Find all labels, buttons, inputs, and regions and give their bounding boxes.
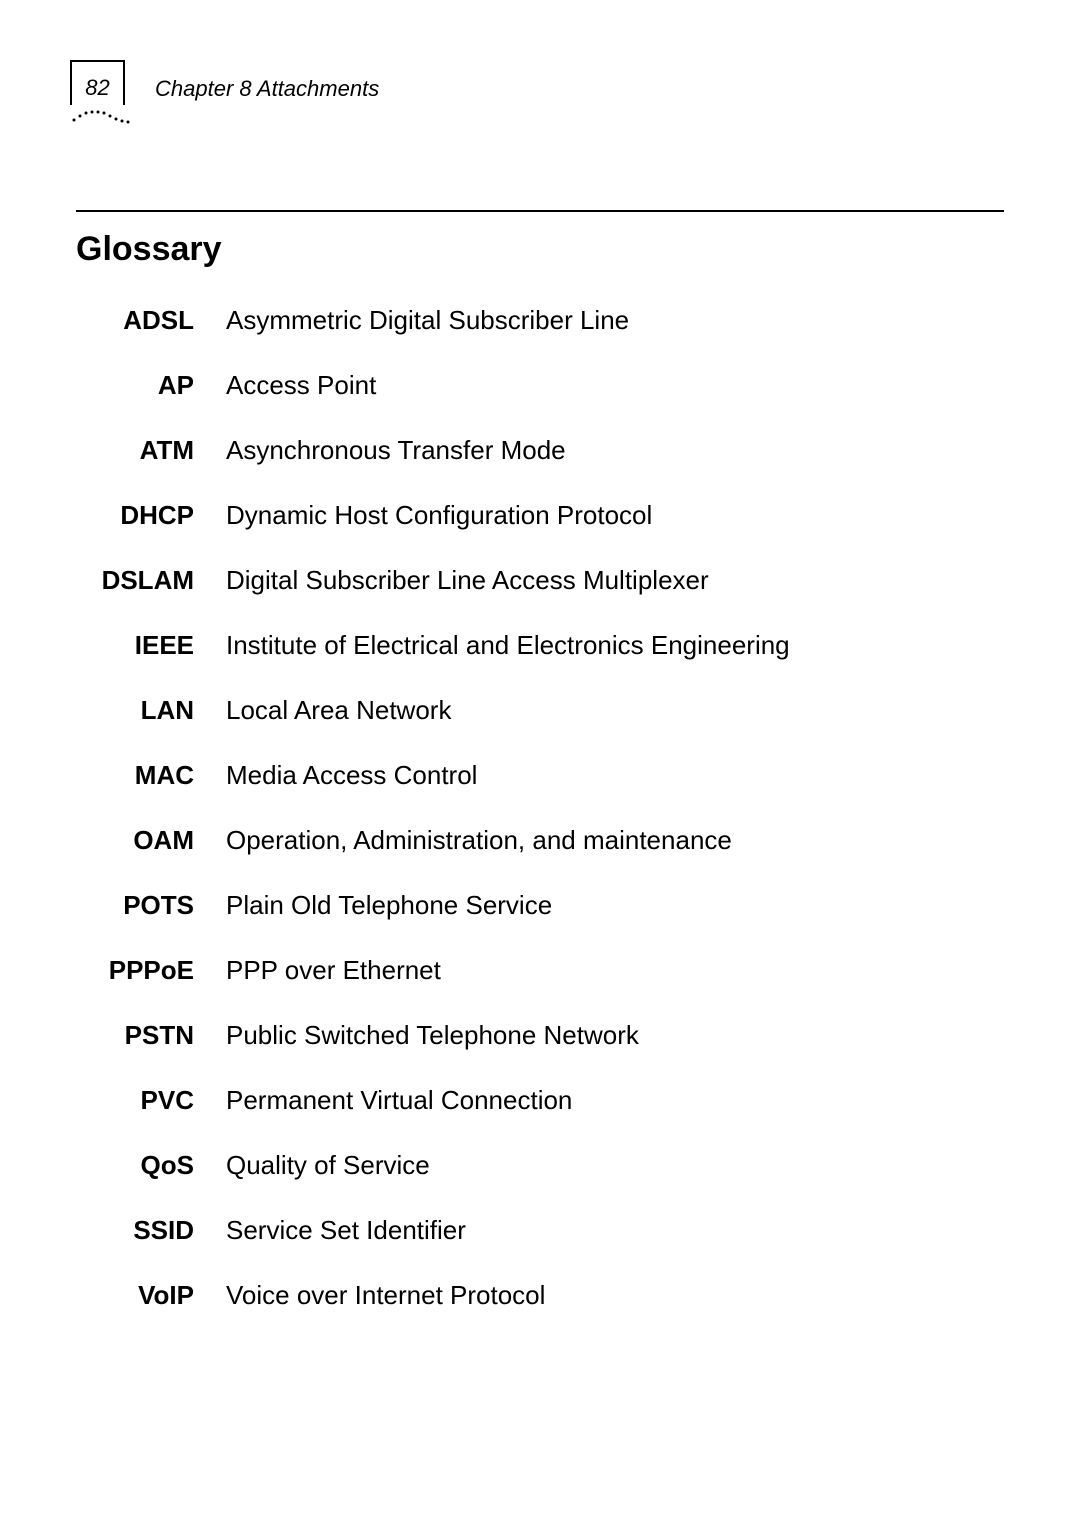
glossary-row: OAM Operation, Administration, and maint… [76, 825, 1010, 856]
glossary-definition: Asymmetric Digital Subscriber Line [226, 305, 1010, 336]
glossary-definition: Institute of Electrical and Electronics … [226, 630, 1010, 661]
glossary-term: MAC [76, 760, 226, 791]
section-divider [76, 210, 1004, 212]
glossary-row: AP Access Point [76, 370, 1010, 401]
glossary-term: PPPoE [76, 955, 226, 986]
glossary-row: IEEE Institute of Electrical and Electro… [76, 630, 1010, 661]
glossary-definition: Public Switched Telephone Network [226, 1020, 1010, 1051]
glossary-definition: Service Set Identifier [226, 1215, 1010, 1246]
glossary-term: SSID [76, 1215, 226, 1246]
glossary-row: PSTN Public Switched Telephone Network [76, 1020, 1010, 1051]
glossary-term: PVC [76, 1085, 226, 1116]
glossary-definition: Digital Subscriber Line Access Multiplex… [226, 565, 1010, 596]
glossary-definition: Access Point [226, 370, 1010, 401]
glossary-row: POTS Plain Old Telephone Service [76, 890, 1010, 921]
glossary-definition: Asynchronous Transfer Mode [226, 435, 1010, 466]
glossary-term: IEEE [76, 630, 226, 661]
glossary-term: ATM [76, 435, 226, 466]
glossary-row: VoIP Voice over Internet Protocol [76, 1280, 1010, 1311]
page-header: 82 Chapter 8 Attachments [70, 60, 1010, 170]
glossary-definition: Voice over Internet Protocol [226, 1280, 1010, 1311]
glossary-term: VoIP [76, 1280, 226, 1311]
glossary-term: QoS [76, 1150, 226, 1181]
glossary-row: MAC Media Access Control [76, 760, 1010, 791]
glossary-term: OAM [76, 825, 226, 856]
glossary-term: DSLAM [76, 565, 226, 596]
dots-decoration-icon [70, 104, 132, 131]
page-number: 82 [85, 75, 109, 101]
glossary-row: DHCP Dynamic Host Configuration Protocol [76, 500, 1010, 531]
chapter-title: Chapter 8 Attachments [155, 76, 379, 102]
glossary-term: ADSL [76, 305, 226, 336]
glossary-definition: Permanent Virtual Connection [226, 1085, 1010, 1116]
section-title: Glossary [76, 230, 1010, 269]
glossary-definition: PPP over Ethernet [226, 955, 1010, 986]
glossary-definition: Dynamic Host Configuration Protocol [226, 500, 1010, 531]
glossary-row: ADSL Asymmetric Digital Subscriber Line [76, 305, 1010, 336]
glossary-term: LAN [76, 695, 226, 726]
glossary-term: POTS [76, 890, 226, 921]
glossary-term: AP [76, 370, 226, 401]
glossary-term: PSTN [76, 1020, 226, 1051]
glossary-row: ATM Asynchronous Transfer Mode [76, 435, 1010, 466]
glossary-row: QoS Quality of Service [76, 1150, 1010, 1181]
glossary-definition: Local Area Network [226, 695, 1010, 726]
glossary-definition: Quality of Service [226, 1150, 1010, 1181]
glossary-definition: Plain Old Telephone Service [226, 890, 1010, 921]
glossary-row: SSID Service Set Identifier [76, 1215, 1010, 1246]
glossary-row: DSLAM Digital Subscriber Line Access Mul… [76, 565, 1010, 596]
glossary-definition: Operation, Administration, and maintenan… [226, 825, 1010, 856]
page-number-box: 82 [70, 60, 125, 105]
glossary-list: ADSL Asymmetric Digital Subscriber Line … [76, 305, 1010, 1311]
glossary-row: LAN Local Area Network [76, 695, 1010, 726]
glossary-definition: Media Access Control [226, 760, 1010, 791]
glossary-row: PPPoE PPP over Ethernet [76, 955, 1010, 986]
glossary-row: PVC Permanent Virtual Connection [76, 1085, 1010, 1116]
glossary-term: DHCP [76, 500, 226, 531]
